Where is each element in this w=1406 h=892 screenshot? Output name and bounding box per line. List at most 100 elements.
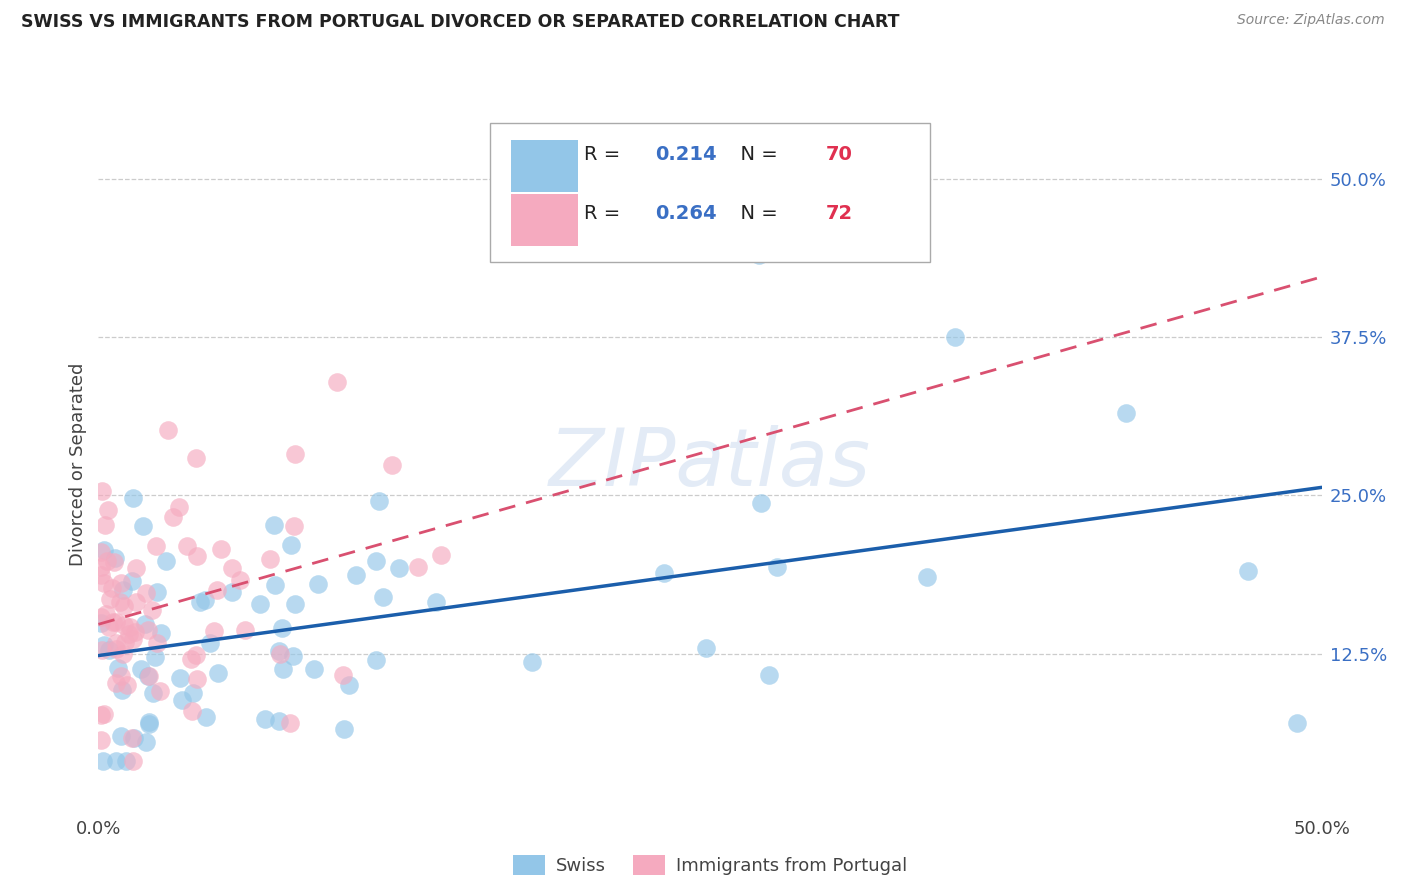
Point bbox=[425, 595, 447, 609]
Point bbox=[122, 731, 145, 745]
Text: 70: 70 bbox=[827, 145, 853, 164]
Point bbox=[1115, 406, 1137, 420]
Point bbox=[198, 635, 221, 649]
Point bbox=[233, 624, 256, 638]
Point bbox=[263, 518, 285, 533]
Point bbox=[221, 561, 243, 575]
Text: Source: ZipAtlas.com: Source: ZipAtlas.com bbox=[1237, 13, 1385, 28]
Point bbox=[93, 754, 115, 768]
Point bbox=[93, 706, 115, 721]
Point bbox=[111, 648, 134, 662]
Point bbox=[101, 582, 124, 596]
Point bbox=[284, 447, 307, 461]
Point bbox=[121, 491, 143, 505]
Point bbox=[98, 620, 121, 634]
Point bbox=[117, 678, 139, 692]
Point bbox=[332, 667, 354, 681]
Point bbox=[269, 647, 291, 661]
Point bbox=[267, 714, 290, 729]
Point bbox=[118, 620, 141, 634]
Point bbox=[122, 632, 145, 646]
Point bbox=[263, 578, 285, 592]
Text: N =: N = bbox=[728, 204, 785, 223]
Point bbox=[917, 570, 939, 584]
Point bbox=[180, 652, 202, 666]
Point bbox=[94, 517, 117, 532]
Point bbox=[97, 642, 120, 657]
Text: SWISS VS IMMIGRANTS FROM PORTUGAL DIVORCED OR SEPARATED CORRELATION CHART: SWISS VS IMMIGRANTS FROM PORTUGAL DIVORC… bbox=[21, 13, 900, 31]
Point bbox=[176, 539, 198, 553]
Point bbox=[367, 494, 389, 508]
Text: R =: R = bbox=[583, 204, 627, 223]
Point bbox=[112, 617, 135, 632]
Point bbox=[91, 484, 114, 499]
Text: 72: 72 bbox=[827, 204, 853, 223]
Point bbox=[142, 686, 165, 700]
Point bbox=[186, 549, 208, 563]
Point bbox=[188, 595, 211, 609]
Point bbox=[280, 538, 302, 552]
Point bbox=[1286, 716, 1309, 731]
Point bbox=[283, 518, 305, 533]
Point bbox=[93, 543, 115, 558]
Point bbox=[302, 661, 325, 675]
Point bbox=[134, 617, 156, 632]
Point bbox=[105, 635, 128, 649]
Point bbox=[98, 592, 121, 607]
Point bbox=[366, 653, 388, 667]
Point bbox=[131, 518, 153, 533]
Point bbox=[97, 503, 120, 517]
Point bbox=[111, 683, 134, 698]
Point bbox=[125, 595, 148, 609]
Point bbox=[271, 662, 294, 676]
Point bbox=[162, 510, 184, 524]
Point bbox=[110, 730, 132, 744]
FancyBboxPatch shape bbox=[510, 140, 578, 193]
Text: 0.264: 0.264 bbox=[655, 204, 717, 223]
Point bbox=[121, 574, 143, 588]
Point bbox=[90, 615, 112, 630]
Point bbox=[90, 609, 112, 624]
Point bbox=[138, 715, 160, 730]
Point bbox=[121, 731, 143, 745]
Point bbox=[105, 641, 128, 656]
Point bbox=[146, 584, 169, 599]
Point bbox=[138, 669, 160, 683]
Point bbox=[90, 560, 112, 574]
Point bbox=[110, 669, 132, 683]
Point bbox=[1237, 565, 1260, 579]
Point bbox=[112, 599, 135, 613]
Point bbox=[129, 662, 152, 676]
Point bbox=[209, 542, 232, 557]
Point bbox=[107, 661, 129, 675]
Point bbox=[186, 673, 208, 687]
Point bbox=[381, 458, 404, 472]
Point bbox=[118, 626, 141, 640]
Point bbox=[115, 754, 138, 768]
Point bbox=[333, 722, 356, 736]
Point bbox=[388, 561, 411, 575]
Point bbox=[90, 545, 112, 559]
Point bbox=[143, 650, 166, 665]
Text: N =: N = bbox=[728, 145, 785, 164]
Point bbox=[430, 549, 453, 563]
Point bbox=[135, 735, 157, 749]
Point bbox=[259, 551, 281, 566]
Point bbox=[96, 554, 118, 568]
Point bbox=[94, 607, 117, 622]
Point bbox=[186, 451, 208, 466]
Point bbox=[138, 623, 160, 637]
Point bbox=[157, 423, 180, 437]
Point bbox=[91, 642, 114, 657]
Point bbox=[167, 500, 190, 514]
Point bbox=[141, 603, 163, 617]
Point bbox=[652, 566, 675, 580]
Point bbox=[136, 669, 159, 683]
Point bbox=[758, 668, 780, 682]
Text: 0.214: 0.214 bbox=[655, 145, 717, 164]
Point bbox=[326, 375, 349, 389]
Point bbox=[207, 665, 229, 680]
Point bbox=[695, 641, 717, 656]
Point bbox=[207, 583, 229, 598]
Point bbox=[346, 568, 368, 582]
